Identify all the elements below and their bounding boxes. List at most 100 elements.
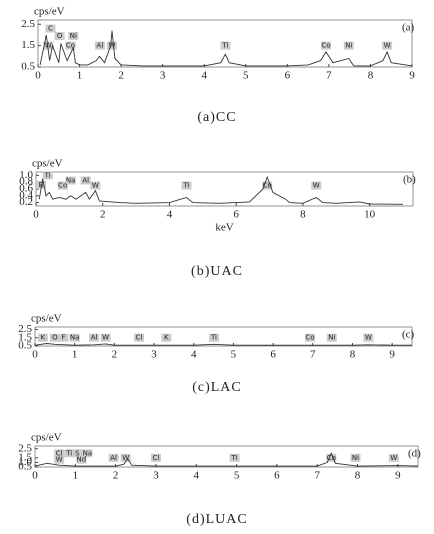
- y-tick-label: 1.5: [18, 331, 32, 343]
- y-axis-label: cps/eV: [31, 313, 62, 325]
- element-tag: [72, 449, 83, 458]
- x-tick-label: 4: [201, 70, 207, 82]
- spectrum-line: [39, 30, 413, 67]
- x-tick-label: 10: [364, 209, 376, 221]
- x-tick-label: 5: [243, 70, 249, 82]
- x-tick-label: 3: [153, 470, 159, 482]
- x-tick-label: 2: [112, 349, 118, 361]
- x-tick-label: 5: [234, 470, 240, 482]
- element-label: Co: [327, 454, 336, 462]
- element-label: Co: [263, 182, 272, 190]
- element-label: Ni: [70, 32, 77, 40]
- element-label: W: [384, 42, 391, 50]
- element-tag: [133, 333, 144, 342]
- x-tick-label: 0: [35, 70, 41, 82]
- caption: (b)UAC: [191, 264, 243, 279]
- element-tag: [45, 24, 56, 33]
- element-tag: [65, 41, 76, 50]
- element-label: Ti: [65, 449, 72, 457]
- y-tick-label: 0.4: [19, 189, 33, 201]
- element-tag: [69, 333, 80, 342]
- x-tick-label: 8: [300, 209, 306, 221]
- y-tick-label: 1.0: [18, 456, 32, 468]
- element-label: B: [39, 181, 44, 189]
- element-tag: [208, 333, 219, 342]
- x-tick-label: 6: [270, 349, 276, 361]
- x-tick-label: 8: [355, 470, 361, 482]
- element-label: Co: [66, 42, 75, 50]
- element-tag: [363, 333, 374, 342]
- x-tick-label: 2: [118, 70, 124, 82]
- element-label: Co: [58, 182, 67, 190]
- element-label: Ti: [210, 334, 217, 342]
- x-tick-label: 7: [310, 349, 316, 361]
- element-label: W: [56, 456, 63, 464]
- element-label: Al: [91, 334, 98, 342]
- plot-frame: [34, 326, 413, 347]
- panel-label: (c): [402, 329, 415, 341]
- element-label: Ti: [182, 182, 189, 190]
- x-tick-label: 5: [231, 349, 237, 361]
- x-tick-label: 0: [32, 470, 38, 482]
- element-label: W: [92, 182, 99, 190]
- x-tick-label: 7: [314, 470, 320, 482]
- y-tick-label: 0.5: [18, 340, 32, 352]
- x-tick-label: 2: [100, 209, 106, 221]
- element-label: Ni: [352, 454, 359, 462]
- y-tick-label: 1.5: [18, 451, 32, 463]
- element-label: O: [52, 334, 58, 342]
- y-tick-label: 1.0: [19, 169, 33, 181]
- spectrum-line: [34, 452, 419, 467]
- x-tick-label: 9: [409, 70, 415, 82]
- panel-label: (a): [402, 22, 415, 34]
- element-tag: [65, 176, 76, 185]
- element-label: W: [313, 182, 320, 190]
- element-label: Na: [66, 177, 76, 185]
- element-label: Al: [110, 454, 117, 462]
- element-tag: [54, 455, 65, 464]
- y-tick-label: 1.5: [21, 39, 35, 51]
- panel-label: (d): [408, 448, 421, 460]
- element-tag: [82, 449, 93, 458]
- element-tag: [90, 181, 101, 190]
- element-tag: [54, 449, 65, 458]
- element-label: K: [164, 334, 169, 342]
- y-tick-label: 0.5: [21, 61, 35, 73]
- element-label: Ni: [328, 334, 335, 342]
- element-tag: [80, 176, 91, 185]
- element-tag: [388, 453, 399, 462]
- element-label: W: [390, 454, 397, 462]
- x-tick-label: 6: [233, 209, 239, 221]
- element-label: W: [45, 42, 52, 50]
- element-label: Na: [83, 449, 93, 457]
- element-tag: [94, 41, 105, 50]
- element-tag: [58, 333, 69, 342]
- element-label: Cl: [56, 449, 63, 457]
- element-label: Na: [70, 334, 80, 342]
- y-tick-label: 2.5: [18, 323, 32, 335]
- x-tick-label: 0: [32, 349, 38, 361]
- element-tag: [120, 453, 131, 462]
- element-label: Al: [97, 42, 104, 50]
- caption: (c)LAC: [192, 380, 242, 395]
- element-tag: [37, 333, 48, 342]
- y-axis-label: cps/eV: [34, 6, 65, 18]
- element-label: W: [102, 334, 109, 342]
- element-label: Cl: [153, 454, 160, 462]
- element-label: F: [62, 334, 66, 342]
- x-tick-label: 4: [167, 209, 173, 221]
- x-tick-label: 8: [350, 349, 356, 361]
- spectrum-line: [38, 175, 404, 205]
- element-label: Cl: [136, 334, 143, 342]
- element-tag: [326, 453, 337, 462]
- y-axis-label: cps/eV: [32, 158, 63, 170]
- y-tick-label: 0.2: [19, 196, 33, 208]
- x-tick-label: 8: [368, 70, 374, 82]
- spectrum-line: [34, 343, 412, 346]
- element-label: K: [41, 334, 46, 342]
- element-tag: [320, 41, 331, 50]
- element-tag: [382, 41, 393, 50]
- element-tag: [326, 333, 337, 342]
- element-tag: [54, 32, 65, 41]
- x-tick-label: 9: [395, 470, 401, 482]
